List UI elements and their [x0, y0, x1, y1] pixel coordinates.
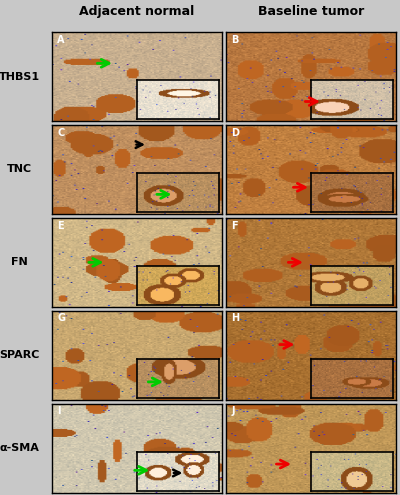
Text: FN: FN — [11, 257, 28, 267]
Text: α-SMA: α-SMA — [0, 443, 40, 453]
Text: J: J — [231, 406, 234, 416]
Text: B: B — [231, 35, 238, 45]
Text: F: F — [231, 221, 238, 231]
Text: G: G — [57, 313, 65, 323]
Text: Baseline tumor: Baseline tumor — [258, 5, 364, 18]
Text: D: D — [231, 128, 239, 138]
Text: E: E — [57, 221, 64, 231]
Text: A: A — [57, 35, 64, 45]
Text: THBS1: THBS1 — [0, 72, 40, 82]
Text: C: C — [57, 128, 64, 138]
Text: H: H — [231, 313, 239, 323]
Text: I: I — [57, 406, 61, 416]
Text: TNC: TNC — [7, 164, 32, 175]
Text: SPARC: SPARC — [0, 350, 40, 360]
Text: Adjacent normal: Adjacent normal — [79, 5, 195, 18]
